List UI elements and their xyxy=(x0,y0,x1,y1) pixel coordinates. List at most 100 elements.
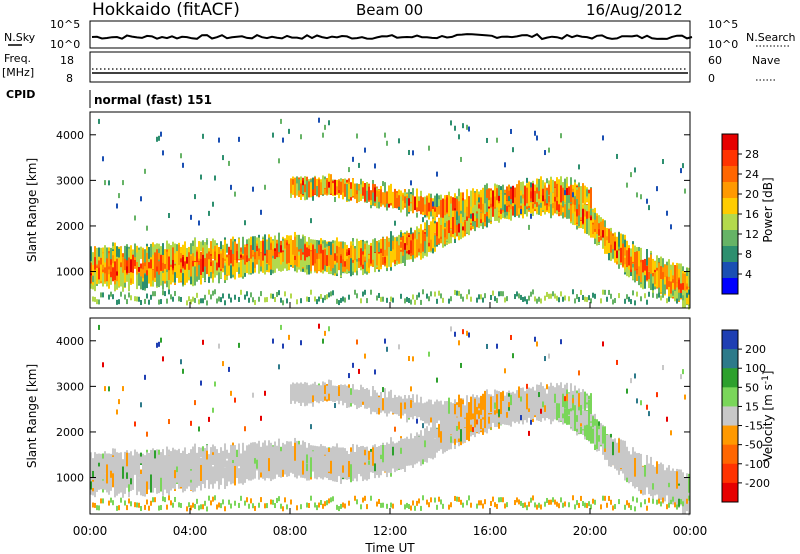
velocity-cell xyxy=(108,480,110,492)
velocity-cell xyxy=(118,461,120,475)
power-cell xyxy=(296,234,298,252)
velocity-cell xyxy=(134,421,136,427)
power-cell xyxy=(408,149,410,155)
velocity-cell xyxy=(194,503,196,509)
power-cell xyxy=(206,300,208,306)
power-cell xyxy=(476,211,478,227)
velocity-cell xyxy=(178,450,180,469)
power-cell xyxy=(440,293,442,299)
power-cell xyxy=(116,246,118,257)
power-cell xyxy=(328,181,330,193)
power-cell xyxy=(340,241,342,262)
power-cell xyxy=(258,259,260,274)
power-cell xyxy=(456,198,458,211)
power-cell xyxy=(106,258,108,278)
velocity-cell xyxy=(104,386,106,392)
power-cell xyxy=(144,249,146,263)
power-cell xyxy=(124,270,126,283)
power-cell xyxy=(142,274,144,291)
power-cell xyxy=(684,188,686,194)
power-cell xyxy=(336,181,338,195)
y-tick-label: 1000 xyxy=(56,266,84,279)
power-cell xyxy=(160,299,162,305)
power-cell xyxy=(664,264,666,278)
power-cell xyxy=(680,263,682,284)
power-cell xyxy=(412,195,414,214)
power-cell xyxy=(664,284,666,294)
power-cell xyxy=(640,262,642,283)
power-cell xyxy=(518,293,520,299)
power-cell xyxy=(646,299,648,305)
y-tick-label: 2000 xyxy=(56,220,84,233)
power-cell xyxy=(460,213,462,226)
power-cell xyxy=(444,229,446,238)
velocity-cell xyxy=(100,470,102,488)
power-cell xyxy=(182,246,184,262)
power-cell xyxy=(282,137,284,143)
velocity-cell xyxy=(202,339,204,345)
power-cell xyxy=(496,297,498,303)
power-cell xyxy=(222,155,224,161)
power-cell xyxy=(248,238,250,259)
power-cell xyxy=(438,290,440,296)
power-cell xyxy=(118,255,120,269)
power-cell xyxy=(276,291,278,297)
power-cell xyxy=(118,267,120,282)
power-cell xyxy=(450,296,452,302)
power-cell xyxy=(456,219,458,225)
power-cell xyxy=(686,292,688,298)
velocity-cell xyxy=(162,356,164,362)
power-cell xyxy=(604,226,606,243)
power-cell xyxy=(378,292,380,298)
power-cell xyxy=(240,289,242,295)
power-cell xyxy=(110,249,112,260)
power-cell xyxy=(168,270,170,290)
power-cell xyxy=(410,203,412,212)
power-cell xyxy=(300,298,302,304)
power-cell xyxy=(620,247,622,263)
velocity-cell xyxy=(206,469,208,481)
power-cell xyxy=(108,294,110,300)
power-cell xyxy=(328,120,330,126)
velocity-cell xyxy=(120,453,122,468)
power-cell xyxy=(332,261,334,276)
power-cell xyxy=(392,192,394,201)
colorbar-segment xyxy=(722,230,738,247)
power-cell xyxy=(530,201,532,214)
power-cell xyxy=(596,215,598,235)
colorbar-tick-label: 4 xyxy=(745,268,752,281)
power-cell xyxy=(174,290,176,296)
power-cell xyxy=(520,195,522,204)
power-cell xyxy=(528,295,530,301)
power-cell xyxy=(522,296,524,302)
power-cell xyxy=(124,262,126,271)
power-cell xyxy=(408,298,410,304)
power-cell xyxy=(482,187,484,203)
power-cell xyxy=(630,172,632,178)
power-cell xyxy=(202,133,204,139)
power-cell xyxy=(548,147,550,153)
power-cell xyxy=(232,241,234,254)
velocity-cell xyxy=(144,480,146,495)
power-cell xyxy=(522,198,524,219)
velocity-cell xyxy=(188,502,190,508)
power-cell xyxy=(146,225,148,231)
power-cell xyxy=(122,260,124,278)
power-cell xyxy=(592,211,594,219)
power-cell xyxy=(388,246,390,267)
power-cell xyxy=(232,258,234,267)
power-cell xyxy=(472,188,474,208)
power-cell xyxy=(108,274,110,286)
power-cell xyxy=(160,261,162,282)
power-cell xyxy=(332,183,334,196)
power-cell xyxy=(358,241,360,259)
velocity-cell xyxy=(94,452,96,471)
power-cell xyxy=(380,253,382,267)
power-cell xyxy=(196,251,198,268)
power-cell xyxy=(106,247,108,260)
power-cell xyxy=(526,177,528,183)
power-cell xyxy=(276,243,278,258)
